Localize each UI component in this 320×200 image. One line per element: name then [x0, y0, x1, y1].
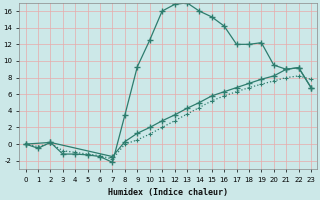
X-axis label: Humidex (Indice chaleur): Humidex (Indice chaleur)	[108, 188, 228, 197]
